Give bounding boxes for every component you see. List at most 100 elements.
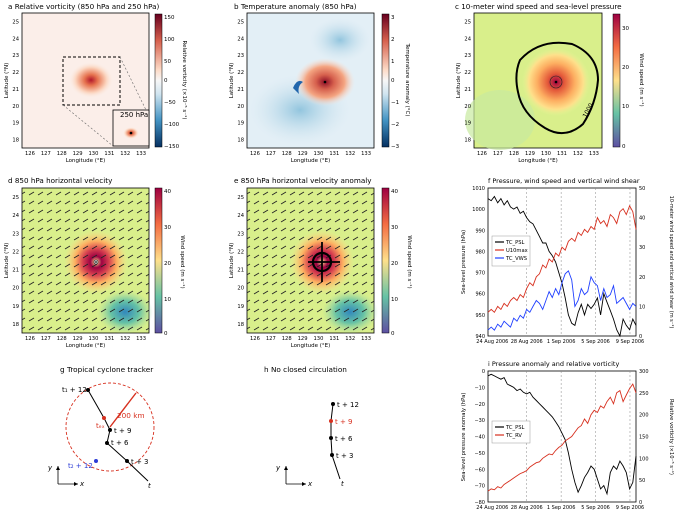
panel-g-label-t9: t + 9 — [114, 427, 132, 435]
cbar-tick: 0 — [391, 78, 395, 84]
map-ylabel: Latitude (°N) — [229, 243, 235, 279]
y-left-tick: 1010 — [472, 186, 485, 192]
map-y-tick: 20 — [237, 104, 244, 110]
map-x-tick: 127 — [41, 336, 51, 342]
map-x-tick: 132 — [573, 151, 583, 157]
y-right-tick: 10 — [639, 304, 645, 310]
map-y-tick: 21 — [12, 87, 19, 93]
y-right-tick: 30 — [639, 245, 645, 251]
panel-a-zoom-box — [62, 56, 121, 106]
map-y-tick: 25 — [12, 19, 19, 25]
x-tick-label: 1 Sep 2006 — [547, 339, 576, 345]
cbar-tick: 30 — [164, 225, 171, 231]
map-x-tick: 128 — [282, 336, 292, 342]
map-y-tick: 24 — [12, 36, 19, 42]
map-x-tick: 129 — [73, 336, 83, 342]
track-point — [105, 441, 109, 445]
cbar-tick: 0 — [164, 78, 168, 84]
cbar-tick: 10 — [391, 297, 398, 303]
y-right-tick: 100 — [639, 456, 649, 462]
y-left-tick: −80 — [474, 500, 485, 506]
panel-c-1000hpa-contour — [515, 41, 600, 135]
panel-h-label-t12: t + 12 — [337, 401, 359, 409]
map-x-tick: 131 — [104, 151, 114, 157]
panel-a-vortex — [69, 62, 113, 98]
y-right-tick: 20 — [639, 275, 645, 281]
map-x-tick: 133 — [361, 336, 371, 342]
panel-d-colorbar — [154, 187, 163, 334]
map-x-tick: 127 — [266, 336, 276, 342]
map-x-tick: 128 — [57, 336, 67, 342]
panel-g-radius-label: 200 km — [117, 411, 145, 420]
axis-y-label: y — [47, 464, 53, 472]
panel-a-inset-center — [129, 131, 133, 135]
series-line-tc_psl — [487, 373, 637, 496]
panel-a-inset-label: 250 hPa — [120, 111, 148, 119]
y-right-tick: 0 — [639, 334, 642, 340]
map-y-tick: 21 — [464, 87, 471, 93]
map-ylabel: Latitude (°N) — [229, 63, 235, 99]
map-x-tick: 132 — [120, 151, 130, 157]
map-y-tick: 23 — [12, 231, 19, 237]
y-right-tick: 250 — [639, 391, 649, 397]
map-x-tick: 126 — [477, 151, 487, 157]
panel-f: f Pressure, wind speed and vertical wind… — [461, 177, 674, 345]
map-y-tick: 20 — [237, 286, 244, 292]
cbar-tick: −2 — [391, 122, 399, 128]
map-y-tick: 18 — [464, 138, 471, 144]
panel-e-wind-vectors — [247, 188, 374, 333]
panel-i-title: i Pressure anomaly and relative vorticit… — [488, 360, 619, 368]
panel-f-ylabel-left: Sea-level pressure (hPa) — [461, 230, 467, 294]
map-x-tick: 130 — [88, 336, 98, 342]
map-axes: 126 127 128 129 130 131 132 133 25 24 23 22 21 20 19 18… — [4, 19, 599, 349]
panel-g-title: g Tropical cyclone tracker — [60, 365, 153, 374]
map-x-tick: 130 — [541, 151, 551, 157]
map-xlabel: Longitude (°E) — [66, 343, 106, 349]
cbar-tick: 50 — [164, 59, 171, 65]
y-right-tick: 40 — [639, 216, 645, 222]
panel-e-cbar-ticks: 40 30 20 10 0 — [391, 189, 398, 337]
panel-d-cbar-ticks: 40 30 20 10 0 — [164, 189, 171, 337]
panel-d-title: d 850 hPa horizontal velocity — [8, 176, 113, 185]
axis-y-label: y — [275, 464, 281, 472]
map-x-tick: 133 — [136, 151, 146, 157]
panel-e: e 850 hPa horizontal velocity anomaly 40… — [234, 176, 413, 337]
map-x-tick: 129 — [298, 151, 308, 157]
map-x-tick: 133 — [361, 151, 371, 157]
panel-d-wind-vectors — [22, 188, 149, 333]
map-x-tick: 127 — [266, 151, 276, 157]
cbar-tick: 0 — [622, 144, 626, 150]
map-y-tick: 22 — [464, 70, 471, 76]
x-tick-label: 28 Aug 2006 — [511, 339, 543, 345]
map-ylabel: Latitude (°N) — [4, 243, 10, 279]
map-y-tick: 23 — [237, 231, 244, 237]
y-left-tick: −70 — [474, 484, 485, 490]
panel-g-label-t3: t + 3 — [131, 458, 149, 466]
map-x-tick: 130 — [313, 151, 323, 157]
y-left-tick: −60 — [474, 467, 485, 473]
panel-g-label-t: t — [148, 482, 151, 490]
panel-h: h No closed circulation t + 12 t + 9 t +… — [264, 365, 359, 488]
map-y-tick: 23 — [464, 53, 471, 59]
map-y-tick: 19 — [464, 121, 471, 127]
map-y-tick: 20 — [12, 104, 19, 110]
cbar-tick: 150 — [164, 15, 175, 21]
series-line-tc_vws — [487, 270, 637, 331]
map-y-tick: 21 — [237, 268, 244, 274]
legend-label: TC_RV — [505, 433, 522, 439]
panel-b-cbar-ticks: 3 2 1 0 −1 −2 −3 — [391, 15, 400, 150]
panel-b-cold-band — [293, 80, 303, 94]
panel-f-title: f Pressure, wind speed and vertical wind… — [488, 177, 640, 185]
legend-label: TC_VWS — [505, 256, 527, 262]
map-xlabel: Longitude (°E) — [518, 158, 558, 164]
cbar-tick: 40 — [391, 189, 398, 195]
cbar-tick: 30 — [391, 225, 398, 231]
track-point — [125, 459, 129, 463]
legend-label: U10max — [506, 248, 528, 254]
map-x-tick: 126 — [25, 151, 35, 157]
panel-c-title: c 10-meter wind speed and sea-level pres… — [455, 2, 622, 11]
y-right-tick: 300 — [639, 369, 649, 375]
map-y-tick: 24 — [464, 36, 471, 42]
x-tick-label: 24 Aug 2006 — [476, 505, 508, 511]
